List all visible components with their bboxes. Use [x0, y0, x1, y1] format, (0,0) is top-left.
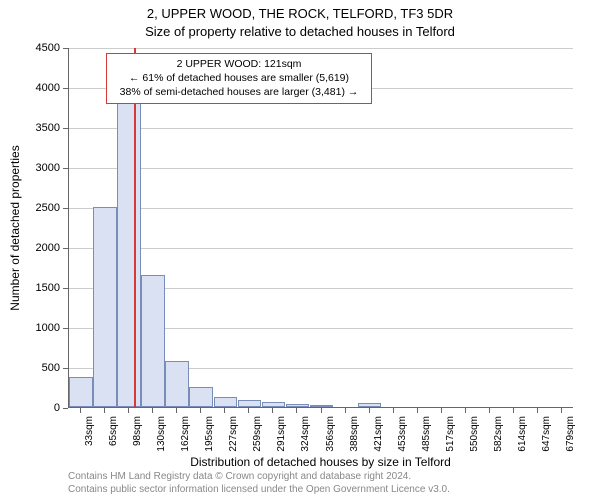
bar [117, 87, 141, 407]
chart-container: 2, UPPER WOOD, THE ROCK, TELFORD, TF3 5D… [0, 0, 600, 500]
xtick-mark [248, 408, 249, 413]
info-line-2: ← 61% of detached houses are smaller (5,… [113, 71, 365, 85]
xtick-mark [80, 408, 81, 413]
bar [165, 361, 189, 407]
bar [69, 377, 93, 407]
xtick-mark [489, 408, 490, 413]
ytick-label: 1500 [20, 282, 60, 294]
x-axis-label: Distribution of detached houses by size … [68, 455, 573, 469]
bar [214, 397, 238, 407]
info-box: 2 UPPER WOOD: 121sqm ← 61% of detached h… [106, 53, 372, 104]
xtick-mark [369, 408, 370, 413]
bar [141, 275, 165, 407]
ytick-label: 1000 [20, 322, 60, 334]
xtick-mark [296, 408, 297, 413]
footer-line-1: Contains HM Land Registry data © Crown c… [68, 470, 450, 483]
gridline [69, 248, 573, 249]
ytick-label: 4000 [20, 82, 60, 94]
xtick-mark [465, 408, 466, 413]
chart-title-main: 2, UPPER WOOD, THE ROCK, TELFORD, TF3 5D… [0, 6, 600, 21]
xtick-mark [272, 408, 273, 413]
gridline [69, 48, 573, 49]
footer-credit: Contains HM Land Registry data © Crown c… [68, 470, 450, 496]
info-line-1: 2 UPPER WOOD: 121sqm [113, 57, 365, 71]
ytick-label: 2500 [20, 202, 60, 214]
bar [286, 404, 310, 407]
y-axis-label: Number of detached properties [8, 48, 22, 408]
ytick-label: 4500 [20, 42, 60, 54]
xtick-mark [345, 408, 346, 413]
ytick-mark [63, 408, 68, 409]
xtick-mark [104, 408, 105, 413]
bar [262, 402, 286, 407]
bar [93, 207, 117, 407]
xtick-mark [417, 408, 418, 413]
bar [189, 387, 213, 407]
bar [238, 400, 262, 407]
xtick-mark [393, 408, 394, 413]
xtick-mark [321, 408, 322, 413]
gridline [69, 168, 573, 169]
xtick-mark [128, 408, 129, 413]
xtick-mark [513, 408, 514, 413]
xtick-mark [176, 408, 177, 413]
xtick-mark [200, 408, 201, 413]
xtick-mark [561, 408, 562, 413]
gridline [69, 208, 573, 209]
chart-title-sub: Size of property relative to detached ho… [0, 24, 600, 39]
ytick-label: 0 [20, 402, 60, 414]
ytick-label: 3000 [20, 162, 60, 174]
xtick-mark [224, 408, 225, 413]
info-line-3: 38% of semi-detached houses are larger (… [113, 85, 365, 99]
gridline [69, 128, 573, 129]
xtick-mark [152, 408, 153, 413]
bar [358, 403, 382, 407]
footer-line-2: Contains public sector information licen… [68, 483, 450, 496]
ytick-label: 500 [20, 362, 60, 374]
bar [310, 405, 334, 407]
xtick-mark [441, 408, 442, 413]
ytick-label: 2000 [20, 242, 60, 254]
ytick-label: 3500 [20, 122, 60, 134]
xtick-mark [537, 408, 538, 413]
